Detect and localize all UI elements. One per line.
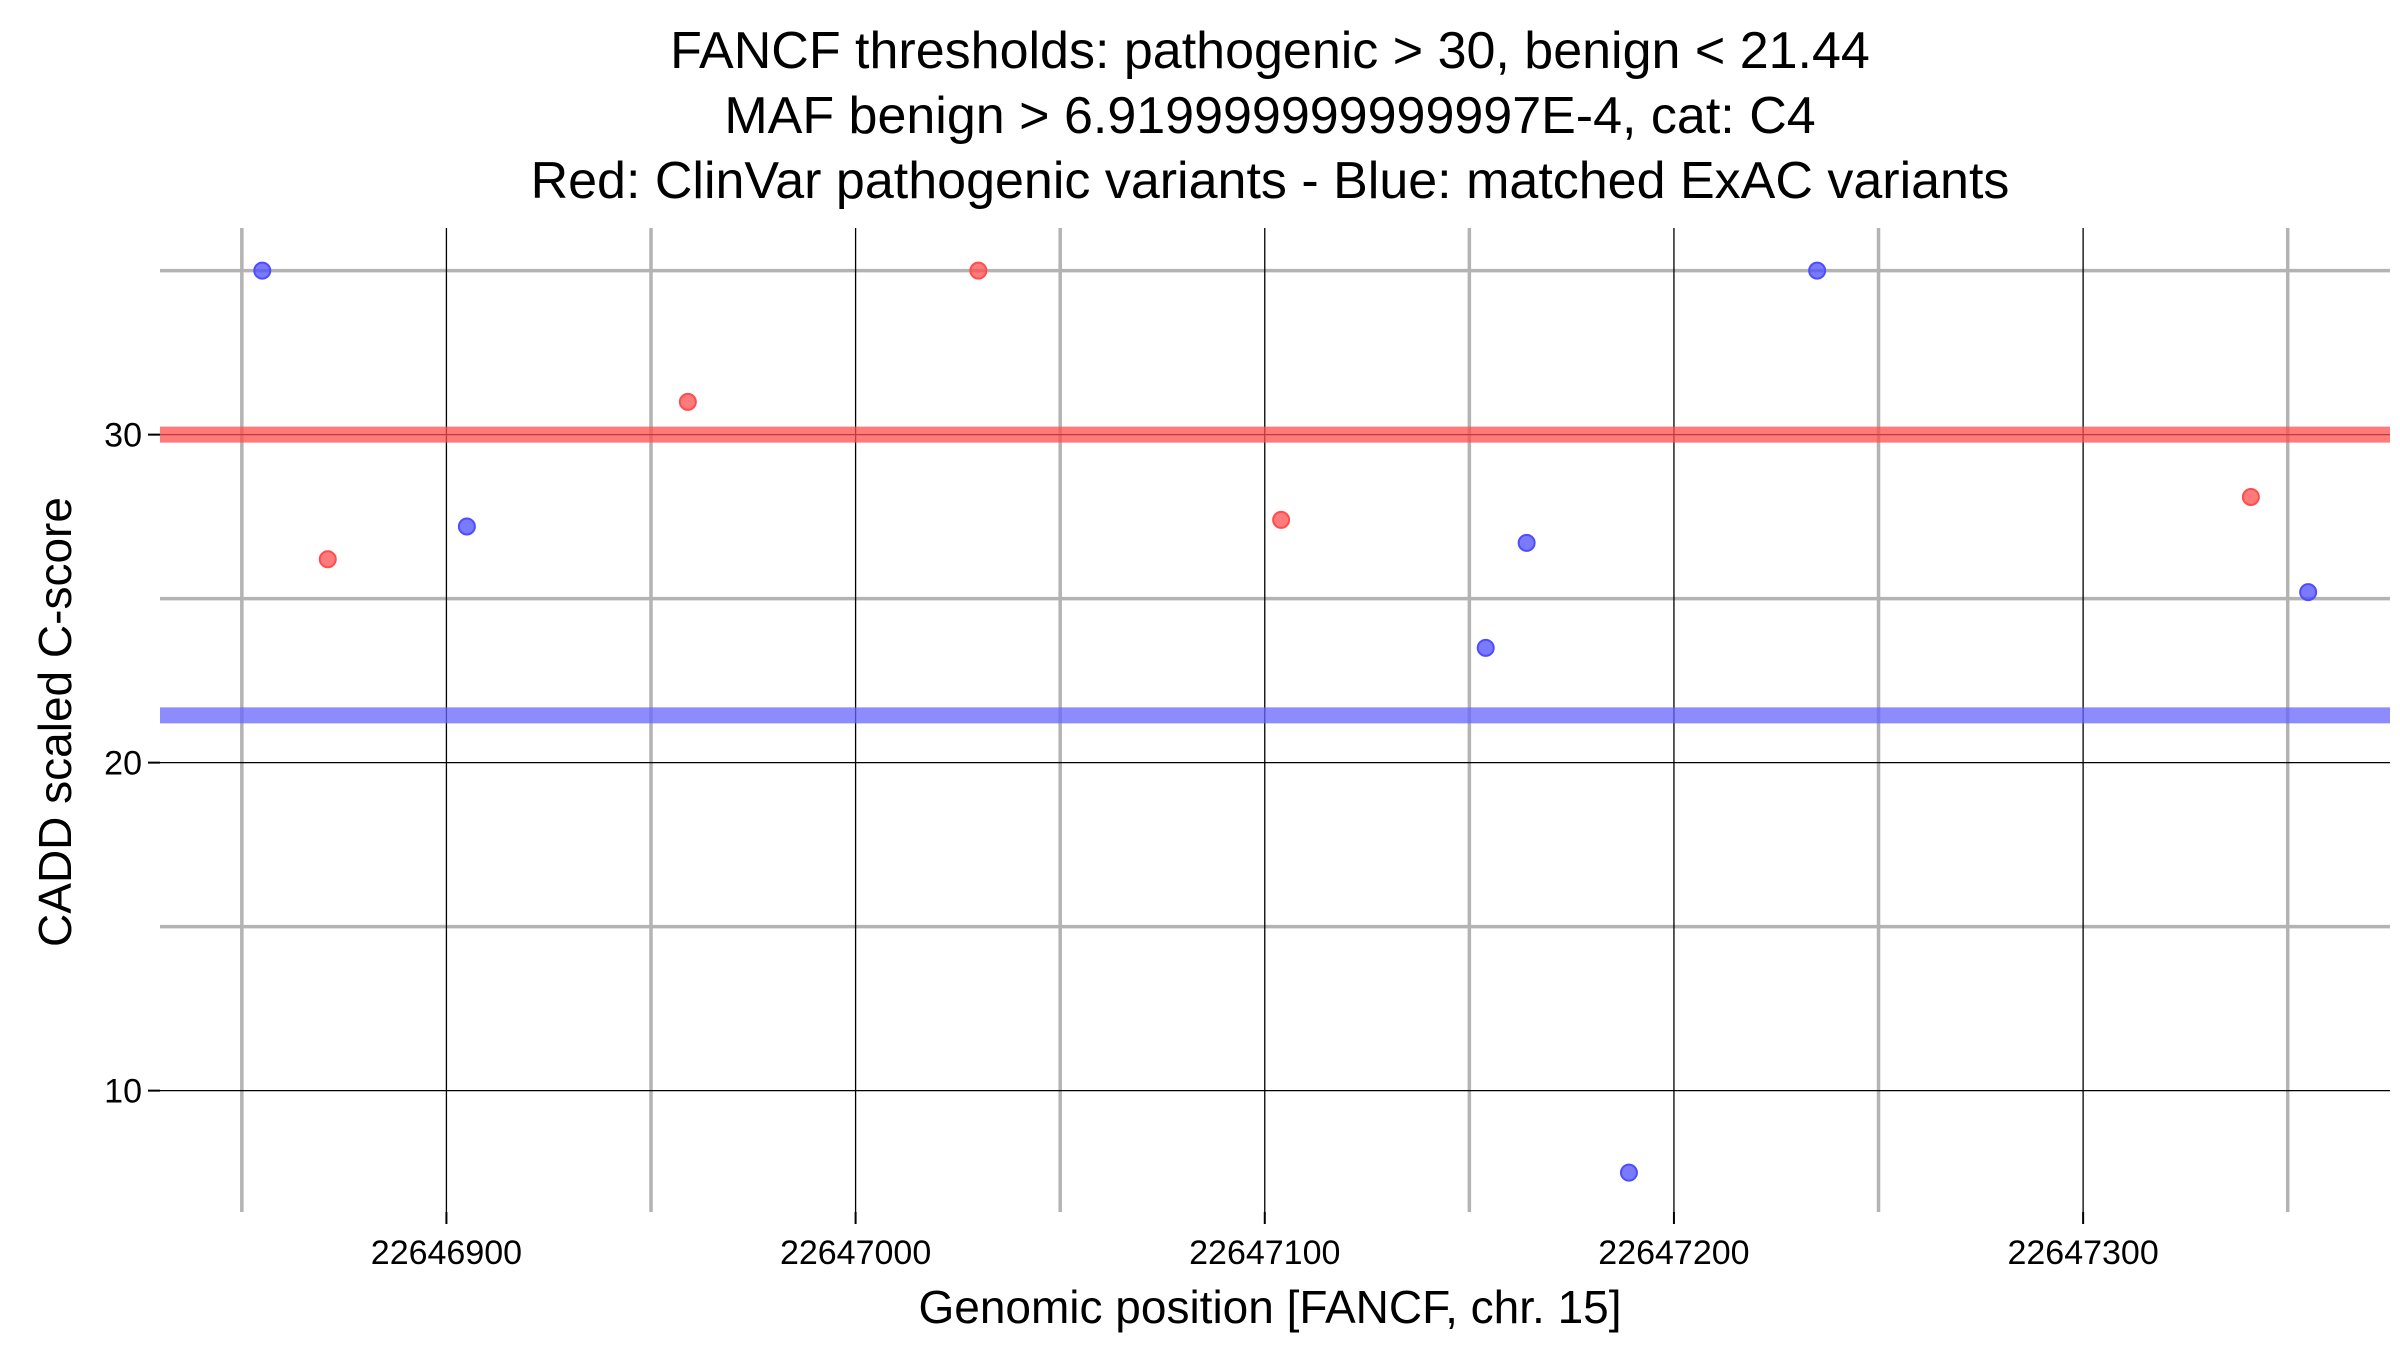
- y-tick-label: 30: [104, 417, 142, 455]
- exac-point: [1619, 1163, 1638, 1182]
- y-tick-label: 10: [104, 1073, 142, 1111]
- chart-title: FANCF thresholds: pathogenic > 30, benig…: [531, 22, 2010, 210]
- y-tick-label: 20: [104, 745, 142, 783]
- exac-point: [457, 517, 476, 536]
- clinvar-point: [969, 261, 988, 280]
- axes: 22646900 22647000 22647100 22647200 22647300…: [104, 417, 2159, 1272]
- chart-title-line-3: Red: ClinVar pathogenic variants - Blue:…: [531, 152, 2010, 210]
- x-tick-label: 22646900: [371, 1234, 522, 1272]
- exac-point: [253, 261, 272, 280]
- exac-point: [1808, 261, 1827, 280]
- exac-point: [1476, 638, 1495, 657]
- clinvar-point: [2241, 487, 2260, 506]
- exac-point: [2299, 583, 2318, 602]
- x-tick-label: 22647000: [780, 1234, 931, 1272]
- y-axis-title: CADD scaled C-score: [29, 497, 81, 947]
- x-axis-title: Genomic position [FANCF, chr. 15]: [918, 1281, 1621, 1333]
- clinvar-point: [678, 392, 697, 411]
- clinvar-point: [318, 550, 337, 569]
- x-tick-label: 22647200: [1598, 1234, 1749, 1272]
- chart-title-line-2: MAF benign > 6.919999999999997E-4, cat: …: [724, 87, 1815, 145]
- x-tick-label: 22647100: [1189, 1234, 1340, 1272]
- chart-title-line-1: FANCF thresholds: pathogenic > 30, benig…: [670, 22, 1870, 80]
- clinvar-point: [1272, 510, 1291, 529]
- exac-point: [1517, 533, 1536, 552]
- threshold-lines: [160, 426, 2390, 724]
- x-tick-label: 22647300: [2007, 1234, 2158, 1272]
- data-points: [253, 261, 2318, 1182]
